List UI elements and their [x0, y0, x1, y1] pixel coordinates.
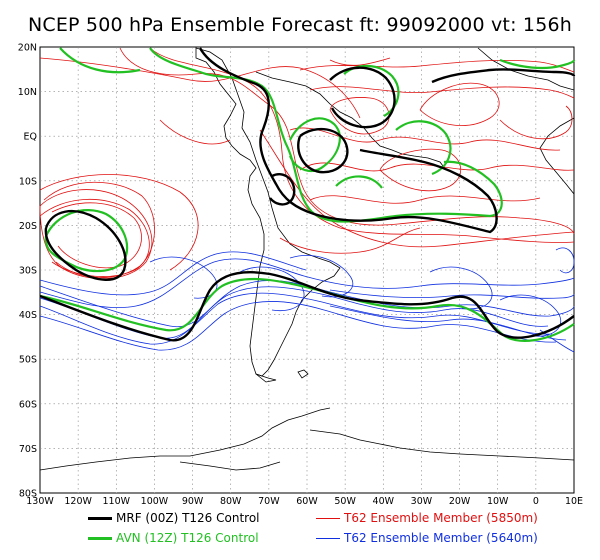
mrf-inner [269, 173, 296, 206]
blue-member-1 [39, 280, 575, 328]
lon-label: 60W [296, 496, 318, 507]
blue-member-11 [329, 289, 575, 299]
avn-interior-4 [335, 175, 383, 189]
mrf-loop-north [329, 66, 396, 129]
mrf-5850m-north [198, 47, 498, 234]
blue-5640m-members [39, 247, 575, 353]
lon-label: 10W [487, 496, 509, 507]
red-member-21 [329, 57, 391, 66]
red-member-11 [309, 86, 575, 99]
legend-item: MRF (00Z) T126 Control [88, 511, 260, 525]
red-member-17 [419, 82, 500, 126]
lat-label: 30S [19, 266, 37, 277]
red-member-14 [309, 195, 541, 204]
avn-interior-1 [288, 117, 341, 173]
blue-member-14 [555, 247, 575, 274]
blue-member-9 [499, 294, 562, 337]
blue-member-3 [39, 292, 553, 345]
red-member-20 [159, 119, 231, 145]
legend-label: T62 Ensemble Member (5640m) [344, 531, 538, 545]
lon-label: 30W [411, 496, 433, 507]
falklands [297, 369, 309, 379]
lat-label: 10S [19, 176, 37, 187]
avn-africa [499, 58, 576, 70]
blue-member-4 [39, 258, 575, 309]
legend-item: AVN (12Z) T126 Control [88, 531, 259, 545]
lat-label: EQ [24, 132, 37, 143]
lon-label: 110W [103, 496, 131, 507]
africa-coast [477, 47, 575, 195]
lat-label: 60S [19, 399, 37, 410]
lon-label: 120W [64, 496, 92, 507]
graticule [40, 47, 574, 493]
legend-label: T62 Ensemble Member (5850m) [344, 511, 538, 525]
red-member-5 [39, 174, 199, 271]
lon-label: 80W [220, 496, 242, 507]
red-member-12 [289, 127, 561, 151]
red-member-1 [39, 189, 153, 279]
lat-label: 40S [19, 310, 37, 321]
legend-label: MRF (00Z) T126 Control [116, 511, 260, 525]
red-member-3 [43, 181, 155, 278]
mrf-cutoff-low [44, 210, 127, 281]
avn-interior-3 [395, 120, 452, 176]
red-member-4 [51, 202, 142, 269]
lon-label: 130W [26, 496, 54, 507]
lon-label: 100W [141, 496, 169, 507]
legend-item: T62 Ensemble Member (5640m) [316, 531, 538, 545]
mrf-loop-center [297, 127, 349, 174]
blue-member-10 [39, 251, 307, 296]
legend-swatch [316, 538, 340, 539]
lat-label: 10N [18, 87, 37, 98]
mrf-5640m [39, 271, 575, 342]
avn-west-top [59, 47, 141, 74]
blue-member-12 [329, 305, 567, 341]
red-member-2 [39, 198, 150, 277]
red-member-19 [499, 105, 573, 140]
avn-cutoff-low [44, 209, 129, 273]
red-member-18 [379, 148, 462, 192]
lat-label: 70S [19, 444, 37, 455]
lon-label: 40W [373, 496, 395, 507]
latitude-labels: 20N 10N EQ 10S 20S 30S 40S 50S 60S 70S 80S [18, 43, 37, 500]
lat-label: 20S [19, 221, 37, 232]
lon-label: 0 [533, 496, 539, 507]
avn-5850m-north [149, 47, 503, 223]
chart-title: NCEP 500 hPa Ensemble Forecast ft: 99092… [27, 14, 573, 36]
lon-label: 20W [449, 496, 471, 507]
longitude-labels: 130W 120W 110W 100W 90W 80W 70W 60W 50W 40W 30W 20W… [26, 496, 583, 507]
blue-member-6 [149, 256, 218, 299]
lat-label: 50S [19, 355, 37, 366]
red-member-15 [279, 227, 421, 254]
lat-label: 20N [18, 43, 37, 54]
legend-swatch [88, 517, 112, 520]
red-5850m-members [39, 47, 575, 279]
antarctica-coast [39, 407, 575, 471]
lon-label: 70W [258, 496, 280, 507]
legend-label: AVN (12Z) T126 Control [116, 531, 259, 545]
red-member-16 [329, 97, 390, 135]
legend-swatch [316, 518, 340, 519]
red-member-7 [119, 47, 575, 235]
lon-label: 10E [565, 496, 583, 507]
blue-member-5 [39, 301, 557, 351]
tierra-del-fuego [255, 373, 277, 383]
legend-swatch [88, 537, 112, 540]
lat-label: 80S [19, 489, 37, 500]
mrf-control-contours [39, 47, 576, 342]
lon-label: 50W [334, 496, 356, 507]
lon-label: 90W [182, 496, 204, 507]
legend-item: T62 Ensemble Member (5850m) [316, 511, 538, 525]
mrf-africa [431, 68, 576, 84]
